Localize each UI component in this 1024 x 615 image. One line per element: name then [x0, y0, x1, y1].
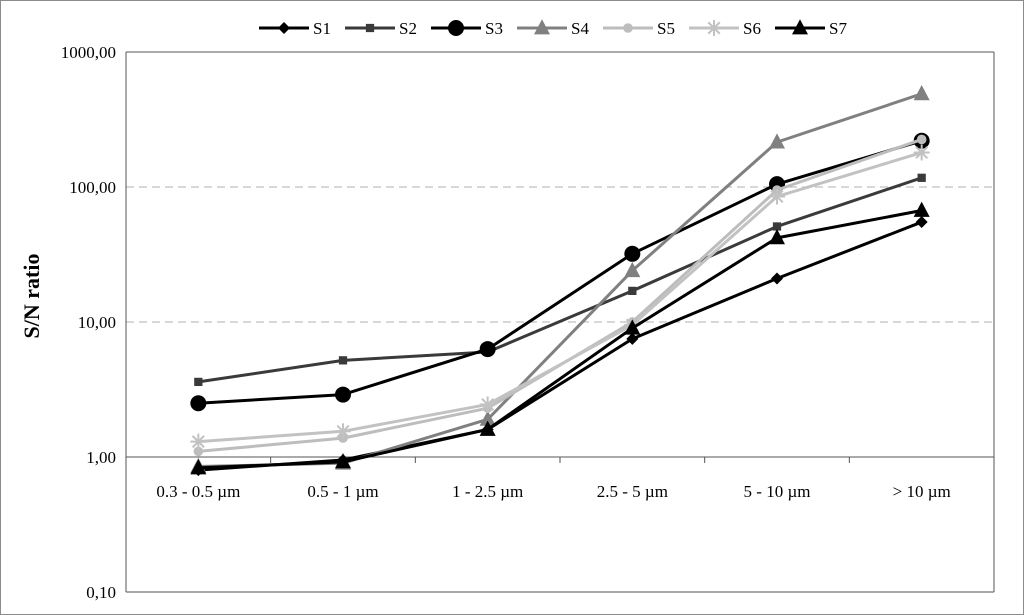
data-point-s5 — [916, 134, 927, 145]
series-line-s6 — [198, 151, 923, 444]
legend-marker-s7 — [792, 19, 808, 35]
data-point-s4 — [769, 133, 785, 149]
legend-label-s6: S6 — [743, 19, 761, 38]
legend-marker-s2 — [365, 23, 375, 33]
data-point-s2 — [628, 286, 637, 296]
legend-item-s1: S1 — [259, 19, 331, 38]
axis-layer: 0,10 1,00 10,00 100,00 1000,00 0.3 - 0.5 µm 0.… — [61, 43, 995, 602]
data-point-s5 — [193, 446, 204, 457]
legend-item-s2: S2 — [345, 19, 417, 38]
legend-label-s4: S4 — [571, 19, 589, 38]
data-point-s3 — [624, 245, 641, 262]
legend-item-s7: S7 — [775, 19, 847, 38]
x-tick-label: 1 - 2.5 µm — [452, 482, 523, 501]
legend-label-s3: S3 — [485, 19, 503, 38]
y-tick-label: 1000,00 — [61, 43, 116, 62]
y-tick-label: 100,00 — [69, 178, 116, 197]
data-point-s7 — [479, 420, 496, 436]
legend-marker-s5 — [623, 23, 633, 33]
series-s6 — [190, 144, 930, 450]
legend: S1 S2 S3 S4 S5 S6 S7 — [259, 19, 847, 38]
series-s5 — [193, 134, 927, 457]
series-s4 — [190, 85, 930, 473]
data-point-s6 — [913, 144, 930, 161]
series-line-s3 — [198, 139, 923, 405]
data-point-s3 — [479, 341, 496, 358]
data-point-s3 — [335, 386, 351, 403]
y-axis-title: S/N ratio — [19, 254, 44, 339]
data-point-s6 — [190, 433, 207, 450]
legend-label-s5: S5 — [657, 19, 675, 38]
x-tick-label: > 10 µm — [893, 482, 951, 501]
legend-marker-s1 — [278, 22, 290, 34]
data-point-s6 — [335, 423, 351, 440]
data-point-s1 — [771, 272, 783, 285]
data-point-s2 — [194, 377, 203, 387]
legend-label-s1: S1 — [313, 19, 331, 38]
data-point-s7 — [335, 453, 351, 469]
series-line-s4 — [198, 92, 923, 469]
legend-marker-s6 — [706, 20, 722, 36]
x-tick-label: 2.5 - 5 µm — [597, 482, 668, 501]
y-tick-label: 0,10 — [86, 583, 116, 602]
series-line-s2 — [198, 176, 923, 384]
data-point-s1 — [915, 216, 928, 229]
data-point-s3 — [190, 395, 207, 412]
legend-marker-s3 — [448, 20, 464, 36]
series-s3 — [190, 132, 930, 412]
data-point-s2 — [338, 356, 348, 365]
legend-item-s6: S6 — [689, 19, 761, 38]
x-tick-label: 0.5 - 1 µm — [307, 482, 378, 501]
data-point-s6 — [769, 188, 785, 205]
data-point-s2 — [772, 222, 782, 231]
data-point-s6 — [479, 396, 496, 413]
data-point-s4 — [913, 85, 930, 101]
x-tick-label: 5 - 10 µm — [744, 482, 811, 501]
legend-item-s5: S5 — [603, 19, 675, 38]
data-point-s2 — [917, 173, 926, 182]
series-s7 — [190, 201, 930, 475]
y-tick-label: 1,00 — [86, 448, 116, 467]
data-point-s4 — [624, 261, 641, 278]
data-point-s4 — [479, 410, 496, 426]
legend-label-s7: S7 — [829, 19, 847, 38]
y-tick-label: 10,00 — [78, 313, 116, 332]
data-point-s7 — [624, 319, 641, 335]
data-point-s7 — [190, 459, 207, 475]
legend-marker-s4 — [534, 19, 550, 35]
series-layer — [190, 85, 930, 477]
data-point-s1 — [626, 332, 639, 345]
series-s2 — [194, 173, 926, 387]
series-line-s7 — [198, 209, 922, 470]
legend-label-s2: S2 — [399, 19, 417, 38]
legend-item-s3: S3 — [431, 19, 503, 38]
x-tick-label: 0.3 - 0.5 µm — [156, 482, 240, 501]
legend-item-s4: S4 — [517, 19, 589, 38]
data-point-s7 — [913, 201, 930, 217]
data-point-s7 — [769, 229, 785, 245]
